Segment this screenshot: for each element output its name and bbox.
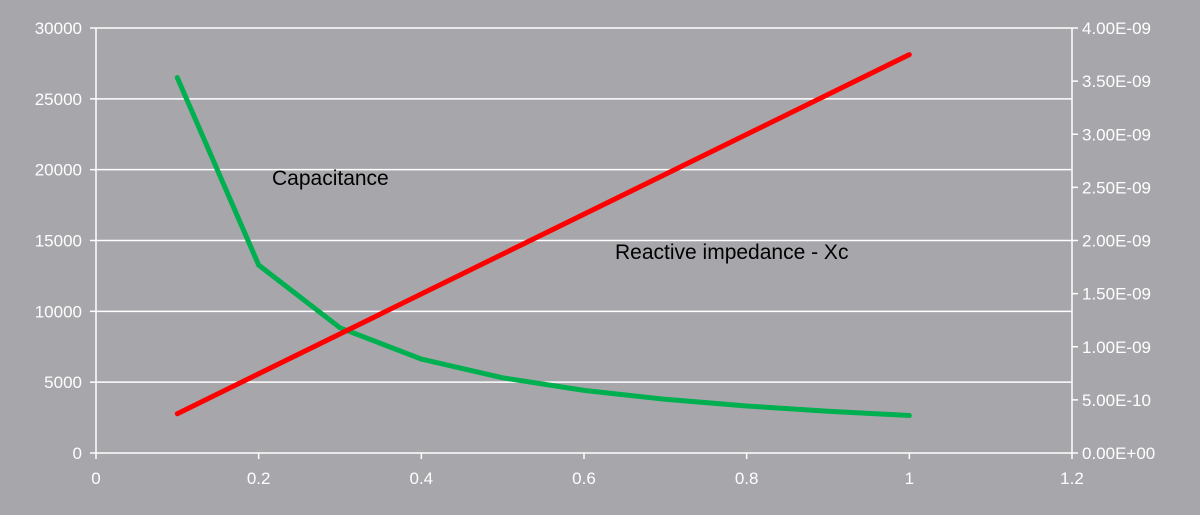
y-tick-label-6: 30000 (35, 19, 82, 38)
x-tick-label-6: 1.2 (1060, 469, 1084, 488)
x-tick-label-0: 0 (91, 469, 100, 488)
axes (90, 27, 1078, 459)
y-tick-label-4: 20000 (35, 161, 82, 180)
series-layer (174, 52, 912, 418)
annotation-reactive-impedance: Reactive impedance - Xc (615, 241, 848, 264)
y-tick-label-1: 5000 (44, 373, 82, 392)
y2-tick-label-6: 3.00E-09 (1082, 125, 1151, 144)
y-tick-label-3: 15000 (35, 232, 82, 251)
y2-tick-label-4: 2.00E-09 (1082, 232, 1151, 251)
x-tick-label-5: 1 (905, 469, 914, 488)
y2-tick-label-5: 2.50E-09 (1082, 178, 1151, 197)
y2-tick-label-0: 0.00E+00 (1082, 444, 1155, 463)
y2-tick-label-7: 3.50E-09 (1082, 72, 1151, 91)
y2-tick-label-3: 1.50E-09 (1082, 285, 1151, 304)
series-line-right-axis (174, 52, 912, 417)
x-tick-label-4: 0.8 (735, 469, 759, 488)
x-tick-label-3: 0.6 (572, 469, 596, 488)
y2-tick-label-2: 1.00E-09 (1082, 338, 1151, 357)
y-tick-label-0: 0 (73, 444, 82, 463)
gridlines (96, 27, 1072, 383)
y-tick-label-2: 10000 (35, 302, 82, 321)
series-line-left-axis (174, 75, 912, 418)
annotation-capacitance: Capacitance (272, 167, 389, 190)
y2-tick-label-1: 5.00E-10 (1082, 391, 1151, 410)
y2-tick-label-8: 4.00E-09 (1082, 19, 1151, 38)
x-tick-label-2: 0.4 (410, 469, 434, 488)
x-tick-label-1: 0.2 (247, 469, 271, 488)
y-tick-label-5: 25000 (35, 90, 82, 109)
tick-labels: 0 0.2 0.4 0.6 0.8 1 1.2 0 5000 10000 15000 20000 250… (35, 19, 1156, 488)
